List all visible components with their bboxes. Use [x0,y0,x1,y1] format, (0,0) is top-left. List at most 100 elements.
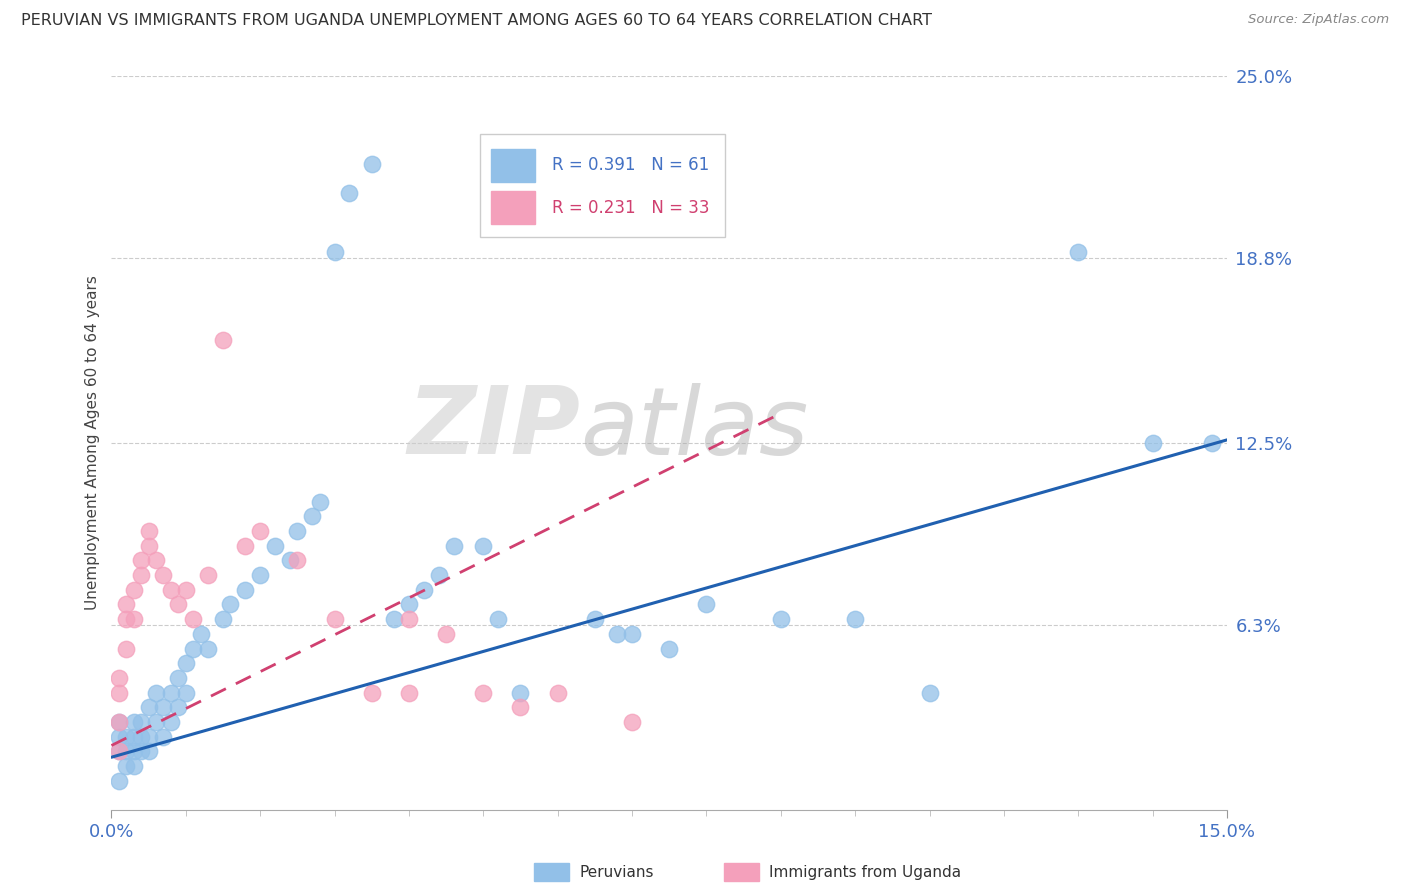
Point [108,744,131,758]
Point [145,714,167,729]
Point [547,685,569,699]
Point [212,612,235,626]
Point [108,714,131,729]
Point [360,156,382,170]
Point [138,744,160,758]
Text: atlas: atlas [579,383,808,474]
Text: Peruvians: Peruvians [579,865,654,880]
Point [1201,435,1223,450]
Point [122,730,145,744]
Point [160,685,183,699]
Point [122,714,145,729]
Point [472,685,495,699]
Point [219,598,242,612]
Point [434,627,457,641]
Point [181,612,204,626]
Point [122,744,145,758]
Text: ZIP: ZIP [408,382,579,475]
Point [108,730,131,744]
Text: R = 0.391   N = 61: R = 0.391 N = 61 [553,156,709,174]
Point [115,598,138,612]
Point [167,700,190,714]
FancyBboxPatch shape [479,135,725,237]
Point [129,744,152,758]
Point [398,612,420,626]
Text: Source: ZipAtlas.com: Source: ZipAtlas.com [1249,13,1389,27]
Point [844,612,866,626]
Point [323,244,346,259]
Point [212,333,235,347]
Point [115,744,138,758]
Point [249,568,271,582]
Point [621,627,644,641]
Point [1142,435,1164,450]
Text: R = 0.231   N = 33: R = 0.231 N = 33 [553,199,710,217]
Text: PERUVIAN VS IMMIGRANTS FROM UGANDA UNEMPLOYMENT AMONG AGES 60 TO 64 YEARS CORREL: PERUVIAN VS IMMIGRANTS FROM UGANDA UNEMP… [21,13,932,29]
Point [197,641,219,656]
Point [108,714,131,729]
Point [160,582,183,597]
Point [138,524,160,538]
Point [122,759,145,773]
Point [115,641,138,656]
Point [285,524,308,538]
Point [382,612,405,626]
Point [285,553,308,567]
Point [233,582,256,597]
Point [181,641,204,656]
Point [695,598,717,612]
Point [509,700,531,714]
Point [606,627,628,641]
Point [190,627,212,641]
Point [472,539,495,553]
Point [301,509,323,524]
Point [122,612,145,626]
Point [167,598,190,612]
FancyBboxPatch shape [491,191,536,224]
Point [197,568,219,582]
Point [129,568,152,582]
Point [621,714,644,729]
Point [138,539,160,553]
Point [138,730,160,744]
Y-axis label: Unemployment Among Ages 60 to 64 years: Unemployment Among Ages 60 to 64 years [86,276,100,610]
Point [1067,244,1090,259]
Point [152,700,174,714]
Point [108,671,131,685]
Point [115,612,138,626]
Point [115,730,138,744]
Point [308,494,330,508]
Point [398,598,420,612]
Point [486,612,509,626]
Point [412,582,434,597]
Point [108,685,131,699]
Point [129,714,152,729]
Point [122,582,145,597]
Point [152,730,174,744]
Point [167,671,190,685]
Point [769,612,792,626]
Point [264,539,287,553]
Point [249,524,271,538]
Point [658,641,681,656]
Point [509,685,531,699]
Point [129,730,152,744]
Point [108,773,131,788]
Point [339,186,361,200]
Point [918,685,941,699]
Point [233,539,256,553]
Point [278,553,301,567]
Point [174,582,197,597]
Point [115,759,138,773]
Point [443,539,465,553]
Point [583,612,606,626]
FancyBboxPatch shape [491,149,536,182]
Point [174,657,197,671]
Point [427,568,450,582]
Point [152,568,174,582]
Point [360,685,382,699]
Point [145,553,167,567]
Point [138,700,160,714]
Point [145,685,167,699]
Point [129,553,152,567]
